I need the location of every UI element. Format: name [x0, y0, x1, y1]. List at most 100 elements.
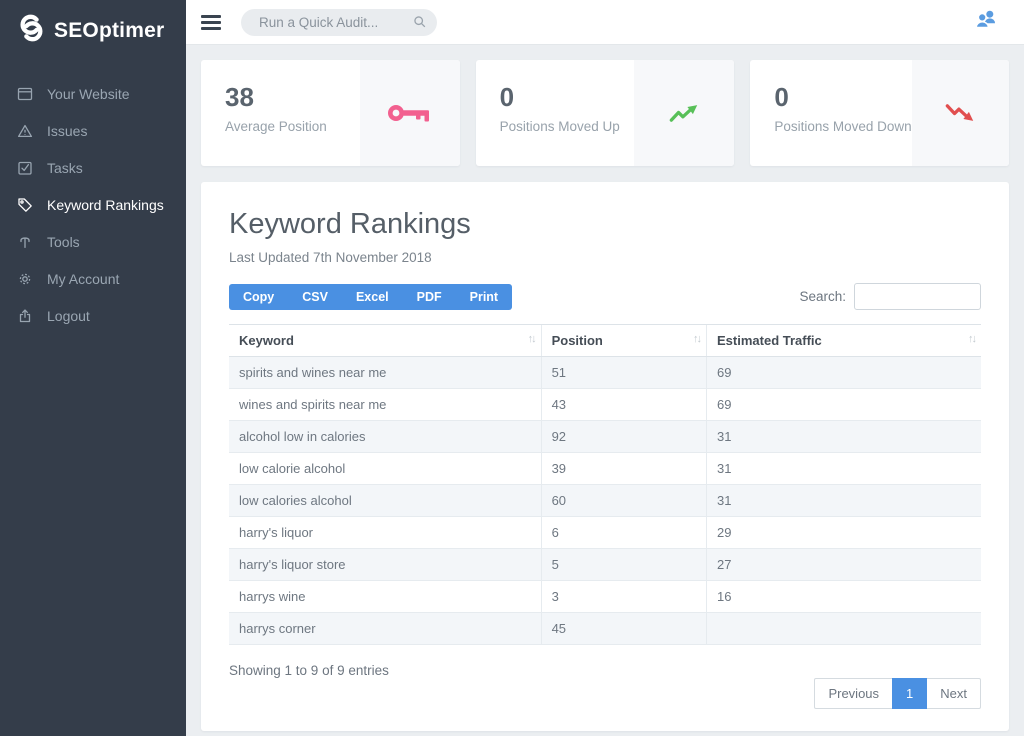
column-header-position[interactable]: Position ↑↓ — [541, 325, 706, 357]
stat-value: 0 — [774, 82, 911, 113]
table-header-row: Keyword ↑↓ Position ↑↓ Estimated Traffic… — [229, 325, 981, 357]
stat-card-average-position: 38 Average Position — [201, 60, 460, 166]
position-cell: 51 — [541, 357, 706, 389]
traffic-cell: 31 — [707, 421, 981, 453]
keyword-cell: low calorie alcohol — [229, 453, 541, 485]
table-row: harrys wine 3 16 — [229, 581, 981, 613]
keyword-rankings-panel: Keyword Rankings Last Updated 7th Novemb… — [201, 182, 1009, 731]
browser-icon — [16, 85, 33, 102]
traffic-cell — [707, 613, 981, 645]
stat-label: Average Position — [225, 119, 360, 134]
warning-icon — [16, 122, 33, 139]
csv-button[interactable]: CSV — [288, 284, 342, 310]
traffic-cell: 31 — [707, 485, 981, 517]
search-icon — [413, 15, 427, 34]
sort-icon[interactable]: ↑↓ — [693, 333, 700, 345]
page-title: Keyword Rankings — [229, 208, 981, 241]
page-1-button[interactable]: 1 — [892, 678, 927, 709]
pagination: Previous 1 Next — [814, 678, 981, 709]
keyword-rankings-table: Keyword ↑↓ Position ↑↓ Estimated Traffic… — [229, 324, 981, 645]
table-row: harry's liquor store 5 27 — [229, 549, 981, 581]
users-icon[interactable] — [974, 9, 998, 35]
table-row: low calorie alcohol 39 31 — [229, 453, 981, 485]
keyword-cell: spirits and wines near me — [229, 357, 541, 389]
tools-icon — [16, 233, 33, 250]
previous-page-button[interactable]: Previous — [814, 678, 893, 709]
table-row: wines and spirits near me 43 69 — [229, 389, 981, 421]
table-row: spirits and wines near me 51 69 — [229, 357, 981, 389]
logout-icon — [16, 307, 33, 324]
sort-icon[interactable]: ↑↓ — [968, 333, 975, 345]
stat-label: Positions Moved Up — [500, 119, 635, 134]
gear-icon — [16, 270, 33, 287]
position-cell: 6 — [541, 517, 706, 549]
position-cell: 3 — [541, 581, 706, 613]
sidebar-item-label: Tasks — [47, 160, 83, 176]
entries-info-text: Showing 1 to 9 of 9 entries — [229, 660, 389, 678]
traffic-cell: 31 — [707, 453, 981, 485]
table-row: harrys corner 45 — [229, 613, 981, 645]
sidebar-item-your-website[interactable]: Your Website — [0, 75, 186, 112]
sidebar-item-my-account[interactable]: My Account — [0, 260, 186, 297]
traffic-cell: 27 — [707, 549, 981, 581]
keyword-cell: wines and spirits near me — [229, 389, 541, 421]
position-cell: 60 — [541, 485, 706, 517]
hamburger-menu-icon[interactable] — [201, 15, 221, 30]
traffic-cell: 29 — [707, 517, 981, 549]
app-title: SEOptimer — [54, 19, 164, 43]
keyword-cell: low calories alcohol — [229, 485, 541, 517]
next-page-button[interactable]: Next — [926, 678, 981, 709]
keyword-cell: harrys wine — [229, 581, 541, 613]
sidebar: SEOptimer Your Website Issues Tasks Keyw… — [0, 0, 186, 736]
stat-cards-row: 38 Average Position — [201, 60, 1009, 166]
table-row: harry's liquor 6 29 — [229, 517, 981, 549]
stat-card-positions-moved-down: 0 Positions Moved Down — [750, 60, 1009, 166]
position-cell: 45 — [541, 613, 706, 645]
sidebar-item-issues[interactable]: Issues — [0, 112, 186, 149]
column-header-estimated-traffic[interactable]: Estimated Traffic ↑↓ — [707, 325, 981, 357]
keyword-cell: harry's liquor — [229, 517, 541, 549]
traffic-cell: 69 — [707, 357, 981, 389]
excel-button[interactable]: Excel — [342, 284, 403, 310]
keyword-cell: alcohol low in calories — [229, 421, 541, 453]
traffic-cell: 69 — [707, 389, 981, 421]
table-row: alcohol low in calories 92 31 — [229, 421, 981, 453]
sidebar-item-label: Your Website — [47, 86, 130, 102]
position-cell: 5 — [541, 549, 706, 581]
table-row: low calories alcohol 60 31 — [229, 485, 981, 517]
sidebar-item-tools[interactable]: Tools — [0, 223, 186, 260]
position-cell: 92 — [541, 421, 706, 453]
quick-audit-input[interactable] — [241, 9, 437, 36]
seoptimer-logo-icon — [16, 14, 46, 47]
keyword-cell: harrys corner — [229, 613, 541, 645]
column-header-keyword[interactable]: Keyword ↑↓ — [229, 325, 541, 357]
sidebar-nav: Your Website Issues Tasks Keyword Rankin… — [0, 75, 186, 334]
trend-down-icon — [912, 60, 1009, 166]
table-search-label: Search: — [799, 289, 846, 304]
copy-button[interactable]: Copy — [229, 284, 288, 310]
sidebar-item-label: Issues — [47, 123, 87, 139]
trend-up-icon — [634, 60, 734, 166]
sort-icon[interactable]: ↑↓ — [528, 333, 535, 345]
position-cell: 43 — [541, 389, 706, 421]
sidebar-item-label: Tools — [47, 234, 80, 250]
sidebar-item-label: My Account — [47, 271, 119, 287]
stat-value: 0 — [500, 82, 635, 113]
tag-icon — [16, 196, 33, 213]
sidebar-item-label: Logout — [47, 308, 90, 324]
stat-card-positions-moved-up: 0 Positions Moved Up — [476, 60, 735, 166]
sidebar-item-keyword-rankings[interactable]: Keyword Rankings — [0, 186, 186, 223]
app-logo[interactable]: SEOptimer — [0, 0, 186, 65]
topbar — [186, 0, 1024, 45]
pdf-button[interactable]: PDF — [403, 284, 456, 310]
last-updated-text: Last Updated 7th November 2018 — [229, 250, 981, 265]
table-search-input[interactable] — [854, 283, 981, 310]
print-button[interactable]: Print — [456, 284, 512, 310]
sidebar-item-tasks[interactable]: Tasks — [0, 149, 186, 186]
key-icon — [360, 60, 460, 166]
position-cell: 39 — [541, 453, 706, 485]
tasks-icon — [16, 159, 33, 176]
sidebar-item-logout[interactable]: Logout — [0, 297, 186, 334]
keyword-cell: harry's liquor store — [229, 549, 541, 581]
stat-value: 38 — [225, 82, 360, 113]
